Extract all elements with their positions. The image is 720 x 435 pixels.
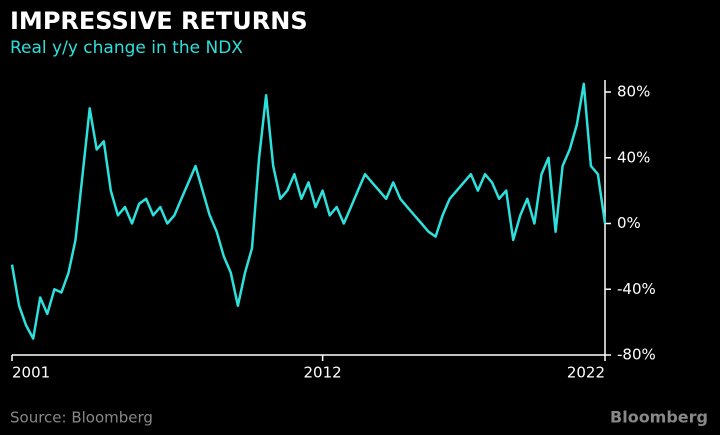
data-line [10,82,607,340]
y-tick-label: -40% [617,280,656,298]
y-tick-label: 80% [617,83,650,101]
y-tick-label: 0% [617,214,641,232]
x-tick-label: 2001 [12,364,50,382]
x-tick-label: 2022 [567,364,605,382]
chart-subtitle: Real y/y change in the NDX [10,38,243,58]
x-tick-label: 2012 [304,364,342,382]
chart-title: IMPRESSIVE RETURNS [10,7,308,35]
source: Source: Bloomberg [10,409,153,427]
y-tick-label: 40% [617,148,650,166]
brand: Bloomberg [610,408,708,427]
y-tick-label: -80% [617,346,656,364]
